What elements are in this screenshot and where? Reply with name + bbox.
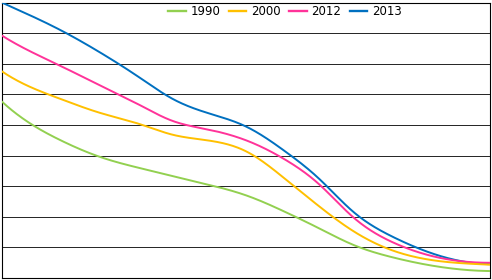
Legend: 1990, 2000, 2012, 2013: 1990, 2000, 2012, 2013 [163, 0, 406, 23]
